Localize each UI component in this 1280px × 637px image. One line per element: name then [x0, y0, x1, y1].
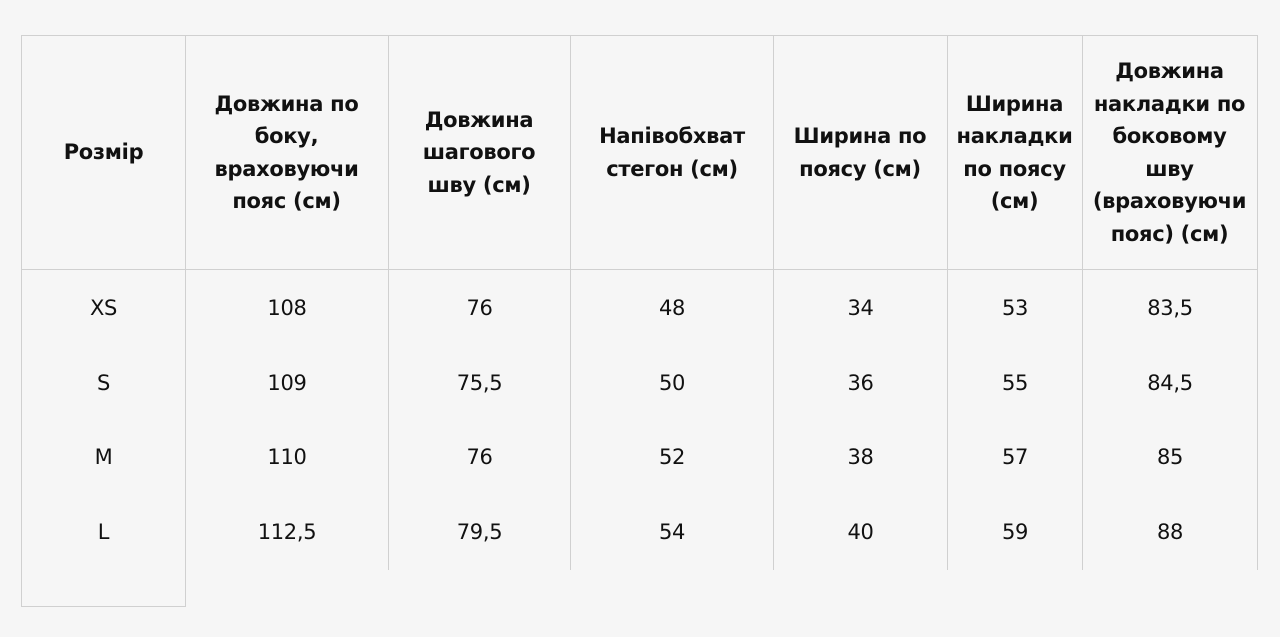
table-cell: 79,5: [456, 520, 503, 544]
column-border: [185, 35, 186, 607]
table-cell: 110: [267, 445, 307, 469]
table-cell: 112,5: [257, 520, 317, 544]
header-side-length: Довжина по боку, враховуючи пояс (см): [214, 91, 359, 214]
table-cell: 52: [658, 445, 686, 469]
header-inseam-length: Довжина шагового шву (см): [422, 107, 536, 197]
header-panel-side-length: Довжина накладки по боковому шву (врахов…: [1092, 59, 1247, 246]
table-cell: L: [97, 520, 110, 544]
column-border: [947, 35, 948, 570]
table-cell: 40: [847, 520, 874, 544]
table-cell: 109: [267, 371, 307, 395]
table-cell: 76: [466, 296, 493, 320]
header-bottom-border: [21, 269, 1258, 270]
table-cell: 55: [1001, 371, 1029, 395]
table-cell: 50: [658, 371, 686, 395]
table-cell: S: [96, 371, 111, 395]
column-border: [1082, 35, 1083, 570]
table-cell: 48: [658, 296, 686, 320]
table-cell: 88: [1156, 520, 1184, 544]
table-cell: 83,5: [1147, 296, 1193, 320]
column-border: [570, 35, 571, 570]
column-border: [1257, 35, 1258, 570]
table-cell: 57: [1001, 445, 1029, 469]
table-cell: 76: [466, 445, 493, 469]
column-border: [21, 35, 22, 607]
table-cell: 85: [1156, 445, 1184, 469]
table-cell: 38: [847, 445, 874, 469]
table-cell: XS: [89, 296, 118, 320]
column-border: [773, 35, 774, 570]
header-waist-width: Ширина по поясу (см): [793, 124, 927, 181]
table-cell: 84,5: [1147, 371, 1193, 395]
table-cell: 53: [1001, 296, 1029, 320]
table-cell: 54: [658, 520, 686, 544]
table-cell: 34: [847, 296, 874, 320]
table-top-border: [21, 35, 1258, 36]
table-cell: 59: [1001, 520, 1029, 544]
table-cell: 75,5: [456, 371, 503, 395]
header-panel-waist-width: Ширина накладки по поясу (см): [956, 91, 1073, 214]
table-bottom-border: [21, 606, 186, 607]
table-cell: 108: [267, 296, 307, 320]
table-cell: 36: [847, 371, 874, 395]
header-size: Розмір: [63, 140, 144, 165]
column-border: [388, 35, 389, 570]
table-cell: M: [94, 445, 113, 469]
header-half-hip: Напівобхват стегон (см): [599, 124, 745, 181]
